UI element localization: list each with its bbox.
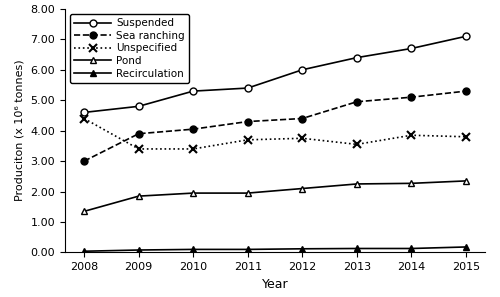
Recirculation [81, 249, 87, 253]
Line: Recirculation: Recirculation [80, 244, 469, 255]
Unspecified [136, 147, 141, 151]
Recirculation [190, 248, 196, 251]
Sea ranching [354, 100, 360, 104]
Pond [463, 179, 469, 183]
Line: Unspecified: Unspecified [80, 114, 470, 153]
Unspecified [354, 143, 360, 146]
Pond [300, 187, 306, 190]
Sea ranching [136, 132, 141, 135]
Pond [408, 181, 414, 185]
Recirculation [244, 248, 250, 251]
Suspended [136, 105, 141, 108]
Recirculation [300, 247, 306, 251]
Y-axis label: Produciton (x 10⁶ tonnes): Produciton (x 10⁶ tonnes) [15, 60, 25, 201]
Sea ranching [463, 89, 469, 93]
Pond [244, 191, 250, 195]
Recirculation [354, 247, 360, 250]
Suspended [354, 56, 360, 59]
Sea ranching [300, 117, 306, 120]
Sea ranching [408, 95, 414, 99]
Suspended [244, 86, 250, 90]
Unspecified [81, 117, 87, 120]
Suspended [463, 34, 469, 38]
Pond [136, 194, 141, 198]
Suspended [190, 89, 196, 93]
Recirculation [136, 248, 141, 252]
Suspended [300, 68, 306, 72]
Sea ranching [244, 120, 250, 123]
Suspended [408, 47, 414, 50]
Sea ranching [190, 127, 196, 131]
Pond [354, 182, 360, 186]
Unspecified [408, 133, 414, 137]
X-axis label: Year: Year [262, 278, 288, 291]
Unspecified [244, 138, 250, 142]
Unspecified [190, 147, 196, 151]
Recirculation [408, 247, 414, 250]
Line: Pond: Pond [80, 177, 469, 215]
Line: Suspended: Suspended [80, 33, 469, 116]
Pond [81, 210, 87, 213]
Legend: Suspended, Sea ranching, Unspecified, Pond, Recirculation: Suspended, Sea ranching, Unspecified, Po… [70, 14, 189, 83]
Pond [190, 191, 196, 195]
Unspecified [300, 137, 306, 140]
Sea ranching [81, 159, 87, 163]
Recirculation [463, 245, 469, 249]
Line: Sea ranching: Sea ranching [80, 88, 469, 165]
Unspecified [463, 135, 469, 139]
Suspended [81, 111, 87, 114]
